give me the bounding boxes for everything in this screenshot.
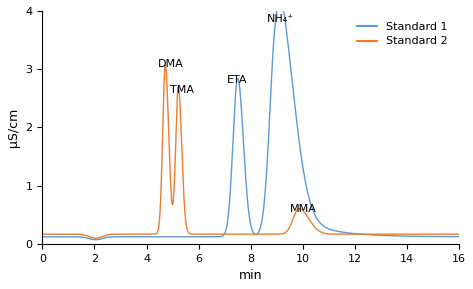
Y-axis label: μS/cm: μS/cm bbox=[7, 108, 20, 147]
Text: DMA: DMA bbox=[158, 59, 184, 69]
X-axis label: min: min bbox=[239, 269, 263, 282]
Text: TMA: TMA bbox=[170, 85, 194, 95]
Text: NH₄⁺: NH₄⁺ bbox=[267, 14, 294, 24]
Text: MMA: MMA bbox=[290, 203, 316, 214]
Legend: Standard 1, Standard 2: Standard 1, Standard 2 bbox=[352, 16, 454, 52]
Text: ETA: ETA bbox=[227, 75, 248, 86]
